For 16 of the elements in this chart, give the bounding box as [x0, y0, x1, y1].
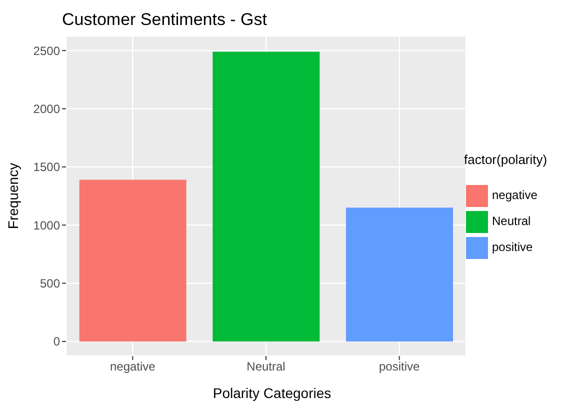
y-tick-label: 0 — [53, 334, 60, 349]
y-tick-label: 500 — [40, 276, 60, 291]
x-tick-label: positive — [378, 360, 420, 374]
x-tick-label: negative — [110, 360, 156, 374]
y-tick-label: 1500 — [33, 160, 60, 174]
x-axis-title: Polarity Categories — [212, 385, 332, 401]
legend-title: factor(polarity) — [464, 152, 548, 167]
y-tick-label: 2000 — [33, 102, 60, 116]
chart-title: Customer Sentiments - Gst — [62, 10, 268, 30]
y-tick-label: 2500 — [33, 44, 60, 58]
y-axis-title: Frequency — [5, 162, 21, 231]
x-tick-label: Neutral — [246, 360, 286, 374]
legend-label: Neutral — [492, 214, 531, 228]
y-tick-label: 1000 — [33, 218, 60, 232]
legend-label: negative — [492, 188, 538, 202]
legend-label: positive — [492, 240, 533, 254]
